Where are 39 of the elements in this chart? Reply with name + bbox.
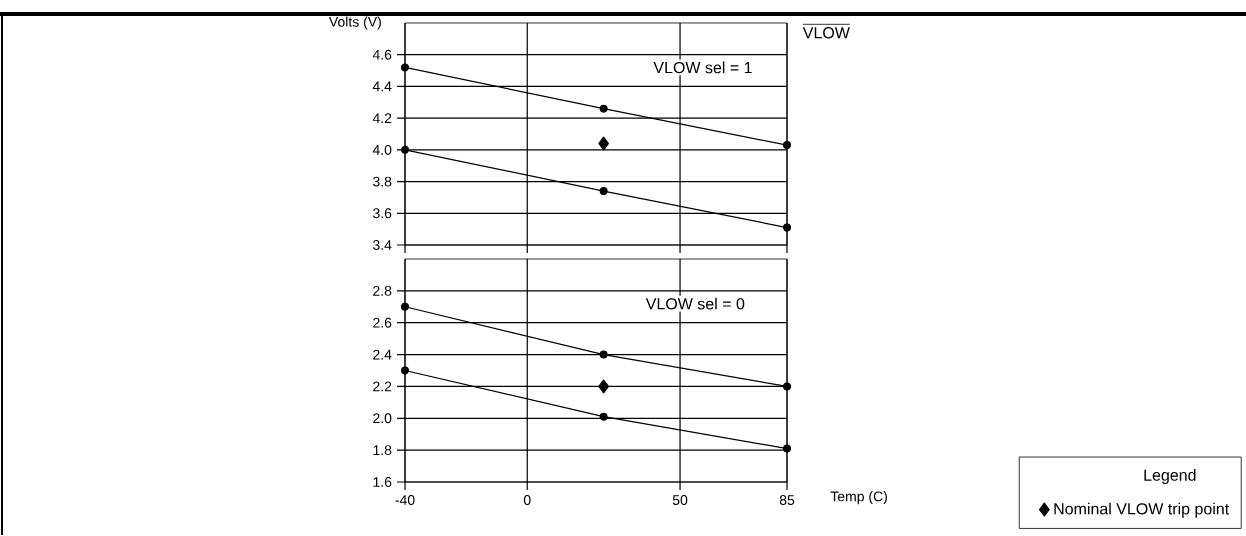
y-tick-label: 2.2 bbox=[373, 381, 392, 392]
point bbox=[783, 444, 792, 453]
annotation: VLOW sel = 0 bbox=[645, 297, 745, 310]
y-tick-label: 2.8 bbox=[373, 285, 392, 296]
text: VLOW bbox=[802, 27, 850, 39]
point bbox=[401, 366, 410, 375]
y-tick-label: 3.4 bbox=[373, 240, 392, 250]
y-tick-label: 1.8 bbox=[373, 445, 392, 456]
annotation: VLOW sel = 1 bbox=[653, 61, 752, 74]
y-tick-label: 4.6 bbox=[372, 49, 392, 60]
legend-title: Legend bbox=[1144, 469, 1196, 484]
point bbox=[599, 104, 608, 113]
point bbox=[599, 412, 608, 421]
y-tick-label: 3.8 bbox=[373, 176, 392, 187]
x-tick-label: 85 bbox=[779, 495, 795, 505]
y-tick-label: 1.6 bbox=[373, 477, 392, 487]
y-tick-label: 4.2 bbox=[372, 113, 392, 124]
point bbox=[599, 350, 608, 359]
legend-label: Nominal VLOW trip point bbox=[1054, 502, 1230, 518]
x-tick-label: 50 bbox=[672, 495, 688, 505]
y-tick-label: 2.6 bbox=[373, 317, 392, 328]
point bbox=[401, 145, 409, 154]
y-tick-label: 3.6 bbox=[373, 208, 392, 219]
x-tick-label: 0 bbox=[523, 495, 531, 505]
y-tick-label: 2.0 bbox=[373, 413, 392, 424]
x-tick-label: -40 bbox=[395, 495, 415, 505]
point bbox=[783, 382, 792, 391]
point bbox=[783, 223, 792, 232]
point bbox=[598, 379, 610, 394]
y-tick-label: 2.4 bbox=[373, 349, 392, 360]
y-axis-title: Volts (V) bbox=[328, 16, 381, 30]
point bbox=[401, 302, 410, 311]
point bbox=[599, 187, 608, 196]
point bbox=[598, 136, 610, 151]
y-tick-label: 4.0 bbox=[372, 144, 392, 155]
y-tick-label: 4.4 bbox=[372, 81, 392, 92]
point bbox=[401, 63, 409, 72]
x-axis-title: Temp (C) bbox=[830, 491, 887, 505]
point bbox=[783, 141, 792, 150]
